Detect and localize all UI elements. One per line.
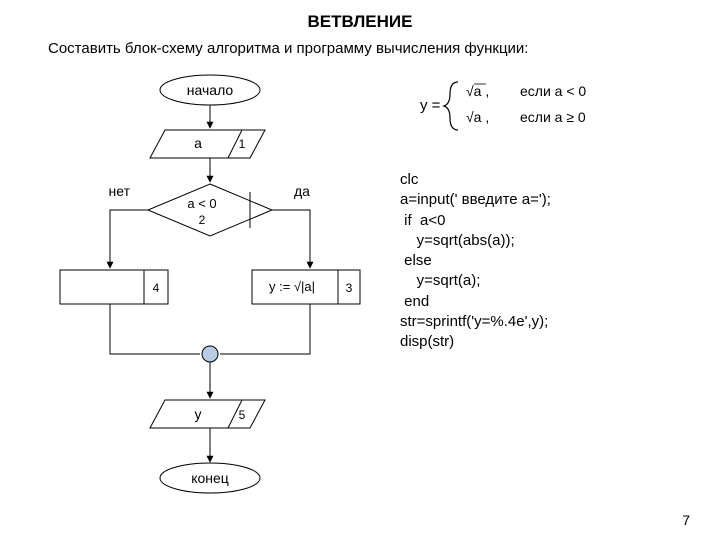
code-line-3: y=sqrt(abs(a)); bbox=[400, 232, 515, 249]
piecewise-row2-expr: √a , bbox=[466, 109, 489, 125]
node-input-a: a 1 bbox=[150, 130, 265, 158]
page-title: ВЕТВЛЕНИЕ bbox=[0, 12, 720, 32]
code-line-5: y=sqrt(a); bbox=[400, 272, 480, 289]
code-block: clc a=input(' введите a='); if a<0 y=sqr… bbox=[400, 170, 551, 352]
svg-text:4: 4 bbox=[153, 281, 160, 295]
page-subtitle: Составить блок-схему алгоритма и програм… bbox=[48, 40, 672, 57]
node-proc3: y := √|a| 3 bbox=[252, 270, 360, 304]
flowchart: начало a 1 a < 0 2 нет да 4 y := √|a| 3 bbox=[40, 70, 380, 530]
node-end: конец bbox=[160, 463, 260, 493]
node-merge bbox=[202, 346, 218, 362]
code-line-7: str=sprintf('y=%.4e',y); bbox=[400, 313, 548, 330]
svg-text:5: 5 bbox=[239, 408, 246, 422]
node-decision: a < 0 2 bbox=[148, 184, 272, 236]
svg-text:1: 1 bbox=[239, 137, 246, 151]
svg-text:y: y bbox=[195, 406, 202, 422]
piecewise-row2-cond: если a ≥ 0 bbox=[520, 109, 586, 125]
node-output-y: y 5 bbox=[150, 400, 265, 428]
piecewise-row1-cond: если a < 0 bbox=[520, 83, 586, 99]
svg-text:начало: начало bbox=[187, 82, 234, 98]
piecewise-lhs: y = bbox=[420, 97, 441, 114]
svg-text:a < 0: a < 0 bbox=[187, 196, 216, 211]
node-start: начало bbox=[160, 75, 260, 105]
code-line-0: clc bbox=[400, 171, 418, 188]
svg-text:конец: конец bbox=[191, 470, 229, 486]
svg-text:3: 3 bbox=[346, 281, 353, 295]
page-number: 7 bbox=[682, 512, 690, 528]
code-line-6: end bbox=[400, 293, 429, 310]
piecewise-function: y = √a , если a < 0 √a , если a ≥ 0 bbox=[420, 78, 660, 138]
code-line-4: else bbox=[400, 252, 432, 269]
code-line-1: a=input(' введите a='); bbox=[400, 191, 551, 208]
decision-yes-label: да bbox=[294, 183, 310, 199]
piecewise-row1-expr: √a , bbox=[466, 83, 489, 99]
svg-text:a: a bbox=[194, 135, 202, 151]
svg-text:y := √|a|: y := √|a| bbox=[269, 279, 315, 294]
code-line-8: disp(str) bbox=[400, 333, 454, 350]
code-line-2: if a<0 bbox=[400, 212, 445, 229]
decision-no-label: нет bbox=[109, 183, 131, 199]
svg-text:2: 2 bbox=[199, 213, 206, 227]
node-proc4: 4 bbox=[60, 270, 168, 304]
